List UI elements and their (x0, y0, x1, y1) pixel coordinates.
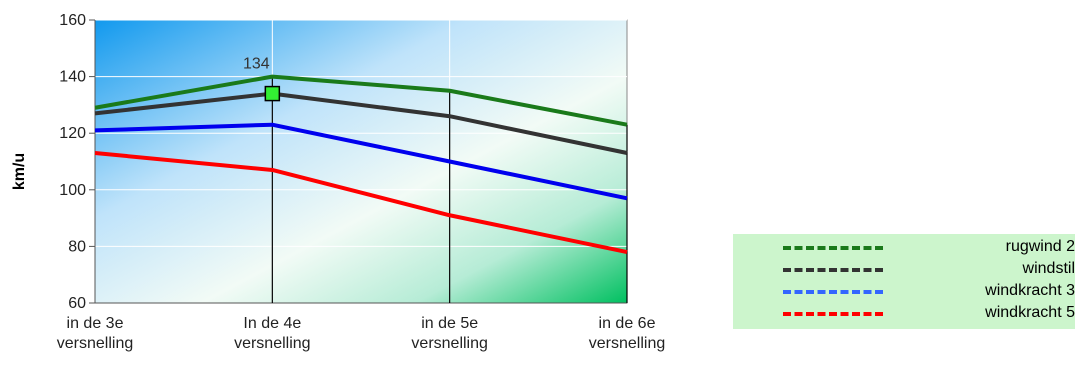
legend-label: rugwind 2 (1005, 238, 1075, 255)
y-tick-label: 80 (68, 238, 86, 255)
legend-swatch (783, 246, 883, 250)
series-line (94, 91, 628, 155)
y-tick-label: 140 (59, 69, 86, 86)
highlight-marker (264, 85, 281, 102)
y-tick-label: 60 (68, 295, 86, 312)
legend: rugwind 2 windstil windkracht 3 windkrac… (733, 234, 1075, 329)
legend-swatch (783, 290, 883, 294)
legend-swatch (783, 312, 883, 316)
series-line (94, 74, 628, 127)
legend-label: windkracht 5 (985, 304, 1075, 321)
series-line (94, 122, 628, 201)
x-tick-label: In de 4e versnelling (234, 315, 310, 352)
x-tick-label: in de 6e versnelling (589, 315, 665, 352)
series-lines (94, 74, 628, 255)
x-tick-label: in de 3e versnelling (57, 315, 133, 352)
series-line (94, 151, 628, 255)
data-label: 134 (243, 56, 270, 73)
legend-label: windkracht 3 (985, 282, 1075, 299)
legend-swatch (783, 268, 883, 272)
y-tick-label: 100 (59, 182, 86, 199)
legend-label: windstil (1022, 260, 1075, 277)
x-tick-label: in de 5e versnelling (411, 315, 487, 352)
legend-item: windkracht 5 (733, 303, 1075, 323)
y-axis-title: km/u (11, 153, 28, 190)
y-tick-label: 120 (59, 125, 86, 142)
labels: 60 80 100 120 140 160 in de 3e versnelling In de… (11, 12, 665, 352)
legend-item: windkracht 3 (733, 281, 1075, 301)
legend-item: windstil (733, 259, 1075, 279)
y-tick-label: 160 (59, 12, 86, 29)
axes (89, 19, 628, 304)
legend-item: rugwind 2 (733, 237, 1075, 257)
